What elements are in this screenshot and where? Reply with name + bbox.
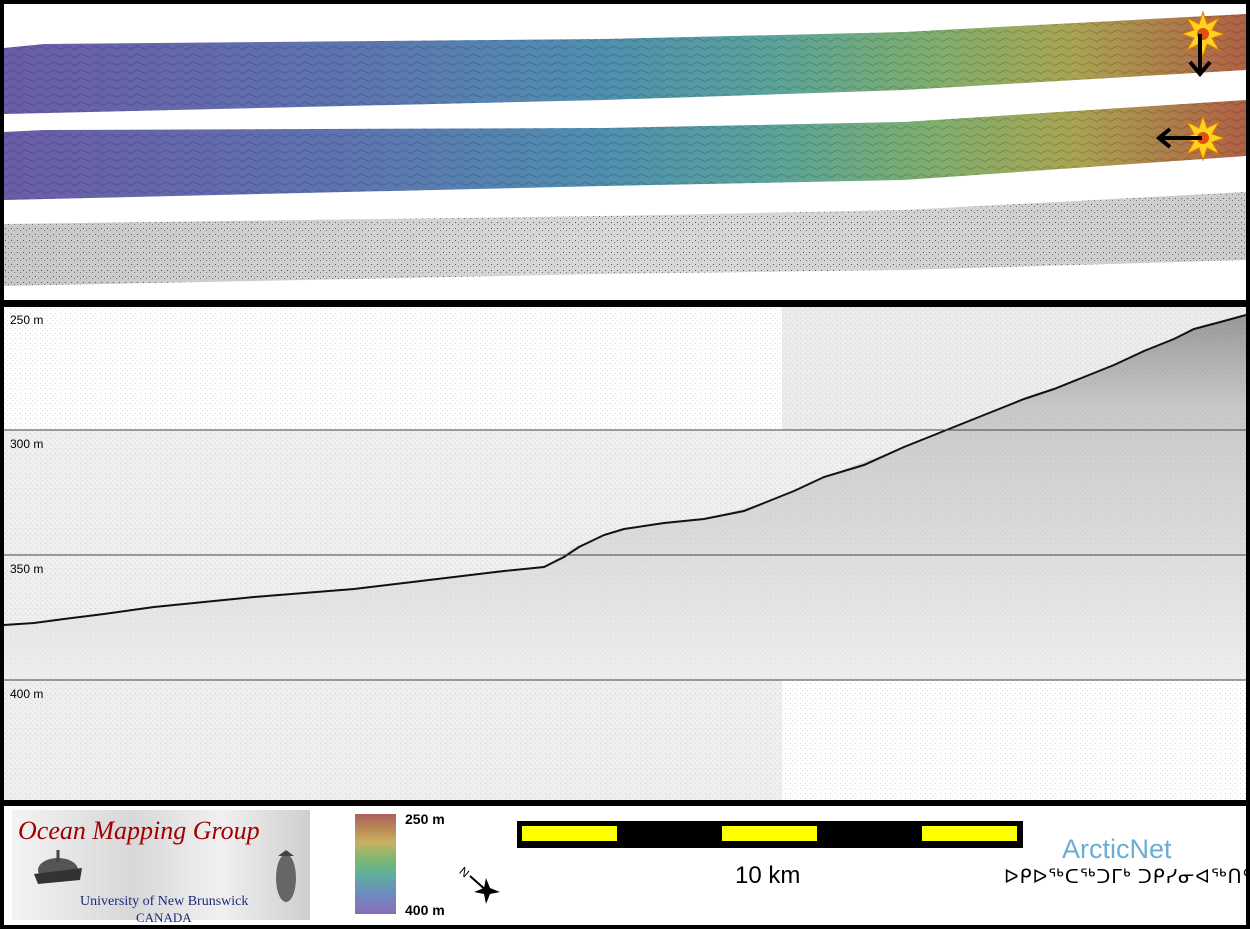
arrow-down-icon [1188, 34, 1212, 78]
depth-label-400: 400 m [10, 687, 44, 701]
ship-icon [34, 850, 82, 884]
depth-label-300: 300 m [10, 437, 44, 451]
subbottom-profile: 250 m 300 m 350 m 400 m [4, 307, 1246, 800]
north-arrow-icon: N [456, 864, 500, 904]
arrow-left-icon [1156, 127, 1202, 149]
scale-segment [522, 826, 617, 841]
depth-colorbar [355, 814, 396, 914]
colorbar-top-label: 250 m [405, 811, 445, 827]
svg-text:N: N [456, 864, 472, 880]
omg-university: University of New Brunswick [80, 894, 249, 909]
whale-icon [276, 850, 296, 902]
omg-country: CANADA [136, 910, 192, 925]
colorbar-bottom-label: 400 m [405, 902, 445, 918]
swath-panel [4, 4, 1246, 300]
sun-icon [1180, 10, 1226, 58]
scale-segment [922, 826, 1017, 841]
omg-title: Ocean Mapping Group [18, 816, 260, 845]
footer: Ocean Mapping Group University of New Br… [4, 806, 1246, 925]
scale-label: 10 km [735, 862, 801, 889]
scale-segment [722, 826, 817, 841]
scale-bar [517, 821, 1023, 848]
depth-label-350: 350 m [10, 562, 44, 576]
swath-map [4, 14, 1246, 286]
arcticnet-logo: ArcticNet [1062, 834, 1172, 864]
seafloor-trace [4, 314, 1246, 626]
sun-icon [1180, 114, 1226, 162]
depth-label-250: 250 m [10, 313, 44, 327]
omg-logo: Ocean Mapping Group University of New Br… [12, 810, 310, 925]
arcticnet-subtitle: ᐅᑭᐅᖅᑕᖅᑐᒥᒃ ᑐᑭᓯᓂᐊᖅᑎᑦ [1004, 867, 1246, 888]
profile-image [4, 307, 1246, 800]
